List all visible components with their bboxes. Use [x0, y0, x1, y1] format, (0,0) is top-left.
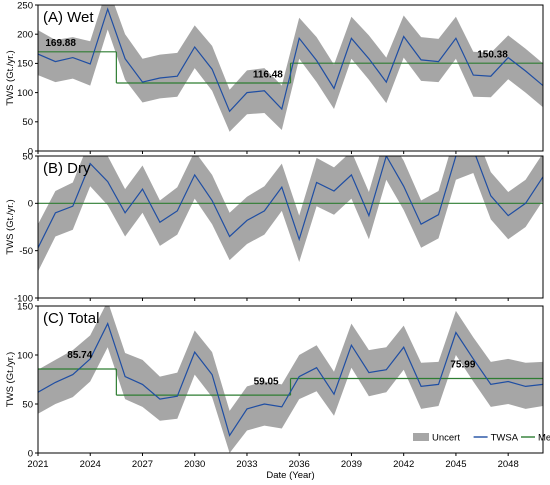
legend-item-twsa: TWSA: [473, 432, 519, 443]
y-tick-label: 150: [17, 59, 33, 70]
legend-label: Mean: [538, 432, 550, 443]
y-tick-label: 50: [22, 399, 33, 410]
x-tick-label: 2027: [132, 459, 153, 470]
legend-label: TWSA: [491, 432, 519, 443]
y-tick-label: 150: [17, 301, 33, 312]
y-tick-label: 0: [28, 146, 33, 157]
panel-frame: [37, 4, 544, 152]
y-axis-label: TWS (Gt./yr.): [5, 199, 16, 254]
mean-annotation: 169.88: [45, 38, 76, 49]
x-tick-label: 2033: [236, 459, 257, 470]
x-tick-label: 2024: [80, 459, 101, 470]
legend-label: Uncert: [432, 432, 460, 443]
x-tick-label: 2042: [393, 459, 414, 470]
mean-annotation: 85.74: [67, 350, 92, 361]
x-tick-label: 2048: [498, 459, 519, 470]
y-tick-label: 50: [22, 151, 33, 162]
legend-item-mean: Mean: [521, 432, 550, 443]
uncertainty-band: [38, 156, 543, 272]
plot-area: [38, 156, 543, 272]
panel-frame: [37, 155, 544, 299]
twsa-line: [38, 156, 543, 249]
y-axis-label: TWS (Gt./yr.): [5, 352, 16, 407]
y-tick-label: -50: [19, 246, 33, 257]
panel-2: -100 -50 0 50 TWS (Gt./yr.) (B) Dry: [5, 151, 544, 304]
x-tick-label: 2039: [341, 459, 362, 470]
y-tick-label: 100: [17, 350, 33, 361]
y-tick-label: 0: [28, 199, 33, 210]
mean-annotation: 150.38: [477, 50, 508, 61]
x-axis-label: Date (Year): [266, 470, 314, 481]
y-tick-label: 50: [22, 117, 33, 128]
mean-annotation: 59.05: [254, 376, 279, 387]
uncertainty-band: [38, 306, 543, 453]
y-tick-label: 200: [17, 30, 33, 41]
plot-area: [38, 5, 543, 132]
x-tick-label: 2036: [289, 459, 310, 470]
panel-title: (A) Wet: [43, 9, 94, 26]
panel-1: 0 50 100 150 200 250 TWS (Gt./yr.) (A) Wet 169.8…: [5, 0, 544, 157]
legend-swatch-band: [413, 433, 429, 441]
panel-title: (B) Dry: [43, 160, 91, 177]
y-tick-label: 250: [17, 0, 33, 11]
panel-3: 0 50 100 150 2021 2024 2027 2030 2033 2036 2039 204…: [5, 301, 544, 470]
legend: Uncert TWSA Mean: [413, 432, 550, 443]
y-tick-label: 0: [28, 448, 33, 459]
twsa-line: [38, 322, 543, 437]
legend-item-uncert: Uncert: [413, 432, 460, 443]
panel-title: (C) Total: [43, 310, 99, 327]
x-tick-label: 2021: [27, 459, 48, 470]
twsa-line: [38, 7, 543, 113]
x-tick-label: 2030: [184, 459, 205, 470]
y-tick-label: -100: [14, 293, 33, 304]
y-tick-label: 100: [17, 88, 33, 99]
y-axis-label: TWS (Gt./yr.): [5, 50, 16, 105]
panel-frame: [37, 305, 544, 454]
mean-annotation: 75.99: [450, 360, 475, 371]
mean-annotation: 116.48: [253, 69, 283, 80]
x-tick-label: 2045: [445, 459, 466, 470]
plot-area: [38, 306, 543, 453]
